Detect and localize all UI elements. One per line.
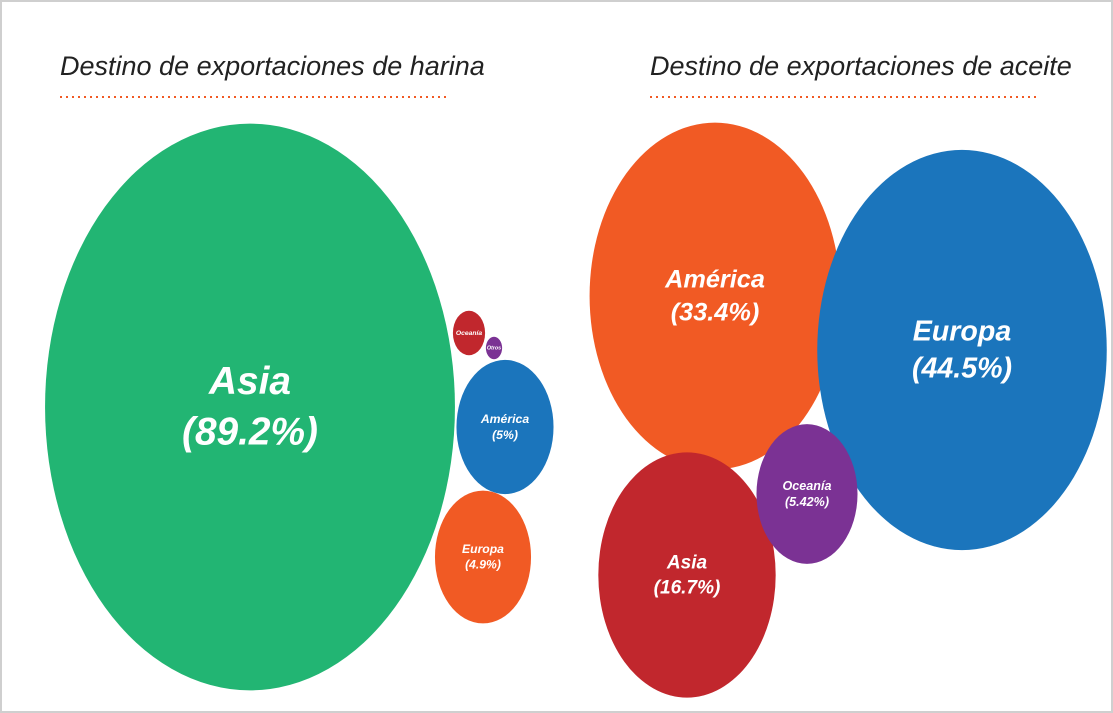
bubble-label: Asia	[208, 360, 291, 403]
bubble	[598, 452, 776, 698]
bubble	[589, 122, 841, 470]
value-label: (33.4%)	[671, 298, 760, 326]
bubble	[485, 336, 503, 360]
chart-title: Destino de exportaciones de aceite	[650, 51, 1072, 81]
value-label: (5%)	[492, 428, 518, 442]
bubble-label: Oceanía	[456, 330, 482, 337]
bubble	[434, 490, 532, 624]
value-label: (5.42%)	[785, 495, 829, 509]
bubble-label: Otros	[487, 345, 501, 351]
bubble	[756, 424, 858, 564]
bubble	[456, 359, 554, 495]
value-label: (44.5%)	[912, 353, 1012, 385]
bubble-label: Asia	[666, 553, 708, 574]
bubble-label: Europa	[462, 542, 504, 556]
value-label: (16.7%)	[654, 577, 721, 598]
bubble-label: Oceanía	[783, 479, 832, 493]
bubble	[817, 149, 1107, 551]
bubble	[45, 123, 455, 691]
bubble-label: Europa	[913, 315, 1012, 347]
bubble-label: América	[664, 265, 765, 293]
value-label: (4.9%)	[465, 558, 501, 572]
chart-title: Destino de exportaciones de harina	[60, 51, 485, 81]
value-label: (89.2%)	[182, 410, 318, 453]
bubble-label: América	[480, 412, 529, 426]
bubble	[452, 310, 486, 356]
